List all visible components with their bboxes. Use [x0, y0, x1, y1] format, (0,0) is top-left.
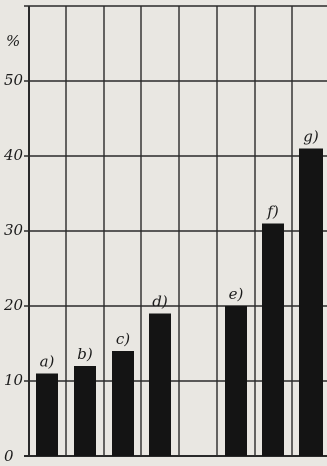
- bar-category-label: e): [229, 285, 244, 303]
- y-tick-label: 20: [3, 296, 24, 314]
- bar: [149, 313, 171, 456]
- bar-labels: a) b) c) d) e) f) g): [40, 128, 319, 371]
- y-axis-unit-label: %: [6, 32, 20, 50]
- bar-category-label: b): [77, 345, 93, 363]
- y-tick-label: 0: [4, 447, 14, 465]
- y-tick-label: 10: [4, 371, 24, 389]
- y-tick-label: 50: [4, 71, 24, 89]
- bar-category-label: c): [116, 330, 130, 348]
- bar: [74, 366, 96, 456]
- bar: [112, 351, 134, 456]
- bar: [299, 148, 323, 456]
- y-tick-label: 40: [3, 146, 24, 164]
- bar-category-label: g): [303, 128, 319, 146]
- bars: [36, 148, 323, 456]
- bar: [36, 373, 58, 456]
- bar-category-label: d): [152, 293, 168, 311]
- bar: [262, 223, 284, 456]
- y-axis-ticks: 0 10 20 30 40 50: [3, 71, 24, 465]
- y-tick-label: 30: [4, 221, 24, 239]
- bar-category-label: a): [40, 353, 55, 371]
- bar-category-label: f): [266, 203, 279, 221]
- bar: [225, 306, 247, 456]
- grid-lines: [24, 5, 327, 457]
